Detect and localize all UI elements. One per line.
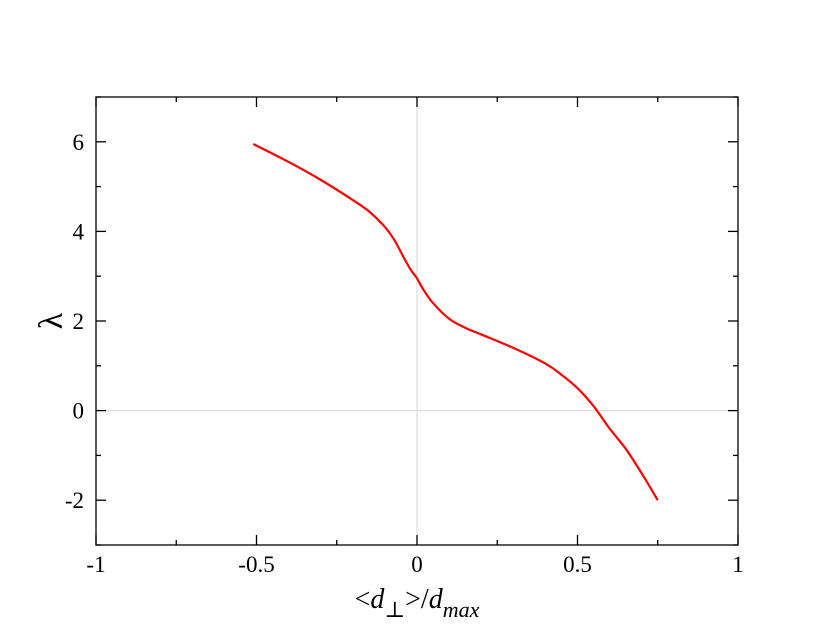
plot-frame bbox=[95, 96, 739, 546]
series-layer bbox=[252, 143, 659, 501]
x-tick-label: 0.5 bbox=[563, 552, 592, 577]
tick-labels: -1 -0.5 0 0.5 1 -2 0 2 4 6 bbox=[65, 130, 744, 577]
x-tick-label: 1 bbox=[732, 552, 744, 577]
y-tick-label: -2 bbox=[65, 488, 84, 513]
y-tick-label: 4 bbox=[73, 219, 85, 244]
y-tick-label: 6 bbox=[73, 130, 85, 155]
y-tick-label: 0 bbox=[73, 399, 85, 424]
x-tick-label: -1 bbox=[86, 552, 105, 577]
x-tick-label: -0.5 bbox=[238, 552, 274, 577]
x-tick-label: 0 bbox=[411, 552, 423, 577]
zero-lines bbox=[96, 97, 738, 545]
series-line bbox=[252, 143, 659, 501]
x-axis-label: <d⊥>/dmax bbox=[355, 584, 480, 622]
y-axis-label: λ bbox=[33, 312, 70, 329]
y-tick-label: 2 bbox=[73, 309, 85, 334]
